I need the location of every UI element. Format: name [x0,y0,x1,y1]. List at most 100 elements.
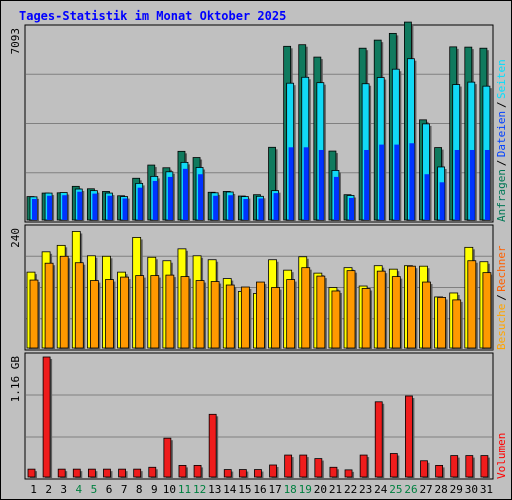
x-tick-label: 15 [238,483,251,496]
panel-2-scale-label: 240 [9,228,22,248]
x-tick-label: 23 [359,483,372,496]
bar-volumen [374,401,383,478]
bar-rechner [301,267,311,349]
legend-besuche: Besuche [495,304,508,350]
bar-volumen [299,454,308,478]
bar-volumen [57,468,66,478]
bar-volumen [208,413,217,478]
bar-dateien [198,174,204,220]
x-tick-label: 6 [106,483,113,496]
bar-rechner [331,290,341,349]
bar-volumen [148,466,157,478]
bar-rechner [452,299,462,349]
bar-dateien [288,147,294,220]
legend-seiten: Seiten [495,59,508,99]
bar-volumen [359,454,368,478]
bar-dateien [484,149,490,220]
x-tick-label: 12 [193,483,206,496]
bar-dateien [92,193,98,220]
x-tick-label: 13 [208,483,221,496]
bar-volumen [405,395,413,478]
bar-dateien [182,168,188,220]
bar-dateien [349,197,355,220]
bar-rechner [256,281,265,349]
bar-volumen [450,455,459,478]
bar-volumen [480,455,489,478]
bar-rechner [59,255,69,349]
bar-rechner [210,281,220,349]
bar-dateien [152,180,158,220]
x-tick-label: 3 [60,483,67,496]
x-tick-label: 24 [374,483,388,496]
bar-dateien [303,147,309,220]
bar-volumen [42,356,51,478]
x-tick-label: 11 [178,483,191,496]
bar-volumen [389,453,398,478]
bar-rechner [29,279,39,349]
bar-rechner [316,275,326,349]
bar-rechner [391,276,401,349]
bar-rechner [105,279,114,349]
bar-rechner [165,274,175,349]
bar-dateien [77,191,83,220]
bar-rechner [482,272,492,349]
x-tick-label: 2 [45,483,52,496]
bar-dateien [32,198,37,220]
bar-dateien [107,195,113,220]
x-tick-label: 8 [136,483,143,496]
bar-rechner [271,287,280,349]
x-tick-label: 20 [314,483,327,496]
bar-volumen [465,455,474,478]
x-tick-label: 7 [121,483,128,496]
bar-dateien [273,193,279,220]
bar-rechner [89,280,99,349]
x-tick-label: 18 [284,483,297,496]
bar-volumen [27,468,36,478]
x-tick-label: 14 [223,483,237,496]
bar-rechner [180,276,190,349]
bar-volumen [193,465,202,478]
bar-volumen [284,454,293,478]
bar-dateien [454,149,460,220]
bar-rechner [346,270,356,349]
bar-rechner [467,260,477,349]
x-tick-label: 29 [450,483,463,496]
bar-dateien [439,182,445,220]
bar-dateien [318,149,324,220]
bar-volumen [344,469,353,478]
bar-dateien [213,195,219,220]
bar-volumen [420,460,428,478]
bar-dateien [409,143,415,220]
x-tick-label: 28 [435,483,448,496]
panel-1-scale-label: 7093 [9,28,22,55]
bar-volumen [435,465,444,478]
bar-dateien [469,149,475,220]
bar-rechner [407,265,416,349]
bar-volumen [87,468,96,478]
bar-dateien [167,176,173,220]
x-tick-label: 31 [480,483,493,496]
bar-volumen [223,469,232,478]
x-tick-label: 27 [419,483,432,496]
bar-rechner [150,275,160,349]
panel-3-scale-label: 1.16 GB [9,356,22,403]
bar-rechner [437,297,447,349]
bar-volumen [72,468,81,478]
x-tick-label: 19 [299,483,312,496]
x-tick-label: 26 [404,483,417,496]
bar-rechner [195,280,205,349]
bar-rechner [135,275,145,349]
legend-volumen: Volumen [495,433,508,479]
x-tick-label: 5 [91,483,98,496]
bar-volumen [178,465,187,478]
legend-anfragen: Anfragen [495,169,508,222]
x-tick-label: 4 [76,483,83,496]
legend-separator: / [495,294,508,301]
bar-dateien [62,195,68,220]
bar-dateien [228,195,234,220]
legend-separator: / [495,101,508,108]
bar-volumen [329,466,338,478]
x-tick-label: 25 [389,483,402,496]
